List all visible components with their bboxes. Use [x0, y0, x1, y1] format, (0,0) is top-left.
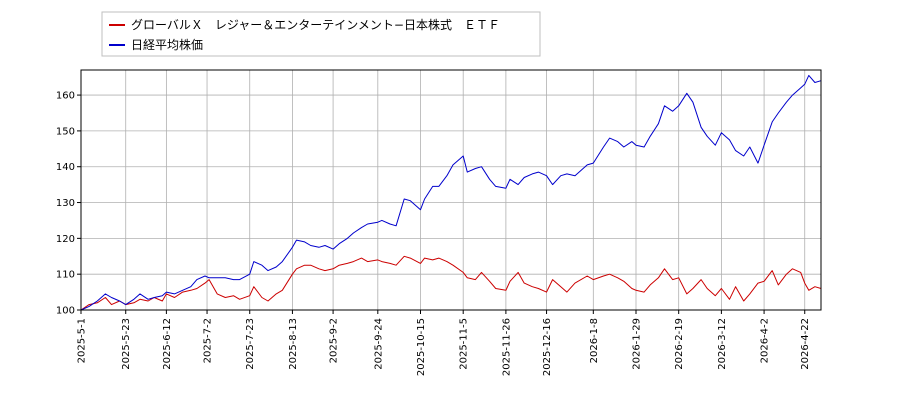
grid	[80, 70, 821, 311]
x-axis: 2025-5-1 2025-5-23 2025-6-12 2025-7-2 2025-7…	[77, 310, 811, 376]
x-tick-label: 2026-4-22	[800, 318, 811, 370]
y-axis: 100 110 120 130 140 150 160	[56, 91, 81, 317]
y-tick-label: 130	[56, 198, 75, 209]
plot-frame	[80, 69, 822, 311]
legend-box	[101, 11, 541, 57]
x-tick-label: 2026-4-2	[760, 318, 771, 363]
x-tick-label: 2026-1-29	[632, 318, 643, 370]
y-tick-label: 120	[56, 234, 75, 245]
y-tick-label: 110	[56, 270, 75, 281]
x-tick-label: 2025-6-12	[162, 318, 173, 370]
x-tick-label: 2025-5-1	[77, 318, 88, 363]
x-tick-label: 2025-9-24	[373, 318, 384, 370]
x-tick-label: 2025-11-26	[501, 318, 512, 376]
x-tick-label: 2025-12-16	[542, 318, 553, 376]
y-tick-label: 160	[56, 91, 75, 102]
series-layer	[80, 74, 822, 311]
y-tick-label: 140	[56, 162, 75, 173]
y-tick-label: 150	[56, 126, 75, 137]
x-tick-label: 2025-8-13	[288, 318, 299, 370]
legend-label: グローバルＸ レジャー＆エンターテインメント−日本株式 ＥＴＦ	[131, 17, 500, 32]
x-tick-label: 2026-1-8	[589, 318, 600, 363]
y-tick-label: 100	[56, 306, 75, 317]
x-tick-label: 2025-7-23	[245, 318, 256, 370]
series-line	[80, 255, 822, 311]
series-line	[80, 74, 822, 311]
x-tick-label: 2025-7-2	[203, 318, 214, 363]
x-tick-label: 2026-2-19	[674, 318, 685, 370]
legend-label: 日経平均株価	[131, 37, 203, 52]
x-tick-label: 2025-10-15	[416, 318, 427, 376]
x-tick-label: 2025-5-23	[121, 318, 132, 370]
x-tick-label: 2025-11-5	[459, 318, 470, 370]
x-tick-label: 2026-3-12	[717, 318, 728, 370]
x-tick-label: 2025-9-2	[329, 318, 340, 363]
legend: グローバルＸ レジャー＆エンターテインメント−日本株式 ＥＴＦ 日経平均株価	[101, 11, 541, 57]
